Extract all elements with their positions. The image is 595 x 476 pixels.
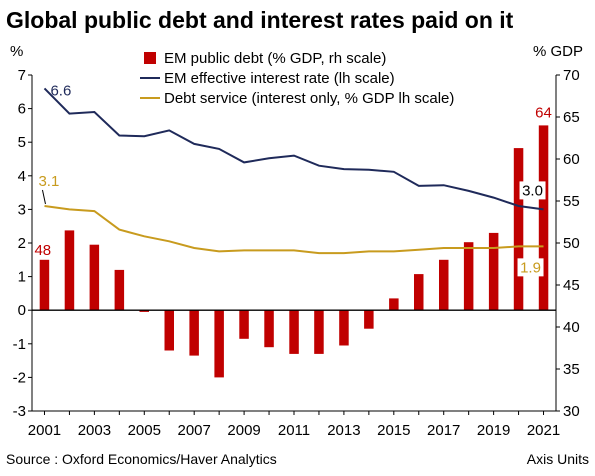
bar-2001: [39, 259, 50, 311]
left-tick-label: 2: [18, 235, 26, 252]
bar-2002: [64, 230, 75, 311]
bar-2012: [314, 310, 324, 354]
bar-2007: [189, 310, 199, 356]
x-tick-label: 2015: [377, 422, 410, 439]
left-tick-label: 1: [18, 269, 26, 286]
right-tick-label: 65: [563, 109, 580, 126]
left-tick-label: 4: [18, 168, 26, 185]
annotation-bar-start: 48: [34, 242, 51, 259]
annotation-debtservice-end: 1.9: [520, 259, 541, 276]
x-tick-label: 2011: [278, 422, 310, 439]
bar-2011: [289, 310, 299, 354]
left-tick-label: 7: [18, 67, 26, 84]
left-tick-label: 6: [18, 101, 26, 118]
bar-2004: [114, 269, 125, 311]
bar-2009: [239, 310, 249, 339]
legend-entry: Debt service (interest only, % GDP lh sc…: [164, 90, 454, 107]
bar-2018: [463, 242, 474, 311]
right-tick-label: 70: [563, 67, 580, 84]
right-axis-label: % GDP: [533, 43, 583, 60]
left-tick-label: 3: [18, 201, 26, 218]
chart-title: Global public debt and interest rates pa…: [6, 7, 514, 33]
right-tick-label: 35: [563, 361, 580, 378]
right-tick-label: 45: [563, 277, 580, 294]
bar-2013: [339, 310, 349, 346]
x-tick-label: 2005: [128, 422, 161, 439]
x-tick-label: 2013: [327, 422, 360, 439]
bar-2019: [488, 232, 499, 311]
annotations-layer: 6.6 3.1 48 64 3.0 1.9: [34, 82, 552, 277]
x-tick-label: 2021: [527, 422, 560, 439]
legend-swatch-bar: [144, 52, 156, 64]
bar-2005: [139, 310, 149, 312]
x-tick-label: 2009: [227, 422, 260, 439]
bar-2014: [364, 310, 374, 329]
bar-2017: [439, 259, 449, 311]
annotation-leader: [41, 189, 46, 205]
legend-entry: EM public debt (% GDP, rh scale): [164, 50, 386, 67]
right-tick-label: 60: [563, 151, 580, 168]
bar-2008: [214, 310, 224, 378]
annotation-bar-end: 64: [535, 104, 552, 121]
annotation-interest-end: 3.0: [522, 182, 543, 199]
source-note: Source : Oxford Economics/Haver Analytic…: [6, 451, 277, 467]
bar-2015: [389, 298, 399, 311]
left-tick-label: -2: [13, 369, 26, 386]
left-tick-label: -1: [13, 336, 26, 353]
left-tick-label: -3: [13, 403, 26, 420]
x-tick-label: 2007: [178, 422, 211, 439]
bar-2006: [164, 310, 174, 351]
axis-units-note: Axis Units: [527, 451, 589, 467]
annotation-interest-start: 6.6: [50, 82, 71, 99]
bars-layer: [39, 125, 549, 378]
line-series-1: [43, 87, 544, 211]
bar-2020: [513, 148, 524, 311]
left-tick-label: 0: [18, 302, 26, 319]
annotation-debtservice-start: 3.1: [38, 173, 59, 190]
annotation-box-debtservice-end: [517, 258, 544, 277]
right-tick-label: 40: [563, 319, 580, 336]
x-tick-label: 2019: [477, 422, 510, 439]
x-tick-label: 2017: [427, 422, 460, 439]
right-tick-label: 55: [563, 193, 580, 210]
line-series-2: [44, 205, 544, 255]
right-tick-label: 50: [563, 235, 580, 252]
legend: EM public debt (% GDP, rh scale) EM effec…: [140, 50, 454, 107]
right-tick-label: 30: [563, 403, 580, 420]
legend-entry: EM effective interest rate (lh scale): [164, 70, 395, 87]
bar-2021: [538, 125, 549, 311]
left-tick-label: 5: [18, 134, 26, 151]
bar-2003: [89, 244, 100, 311]
x-tick-label: 2001: [28, 422, 61, 439]
bar-2010: [264, 310, 274, 348]
left-axis-label: %: [10, 43, 23, 60]
x-tick-label: 2003: [78, 422, 111, 439]
annotation-box-interest-end: [519, 181, 546, 200]
lines-layer: [43, 87, 544, 255]
bar-2016: [414, 274, 424, 311]
